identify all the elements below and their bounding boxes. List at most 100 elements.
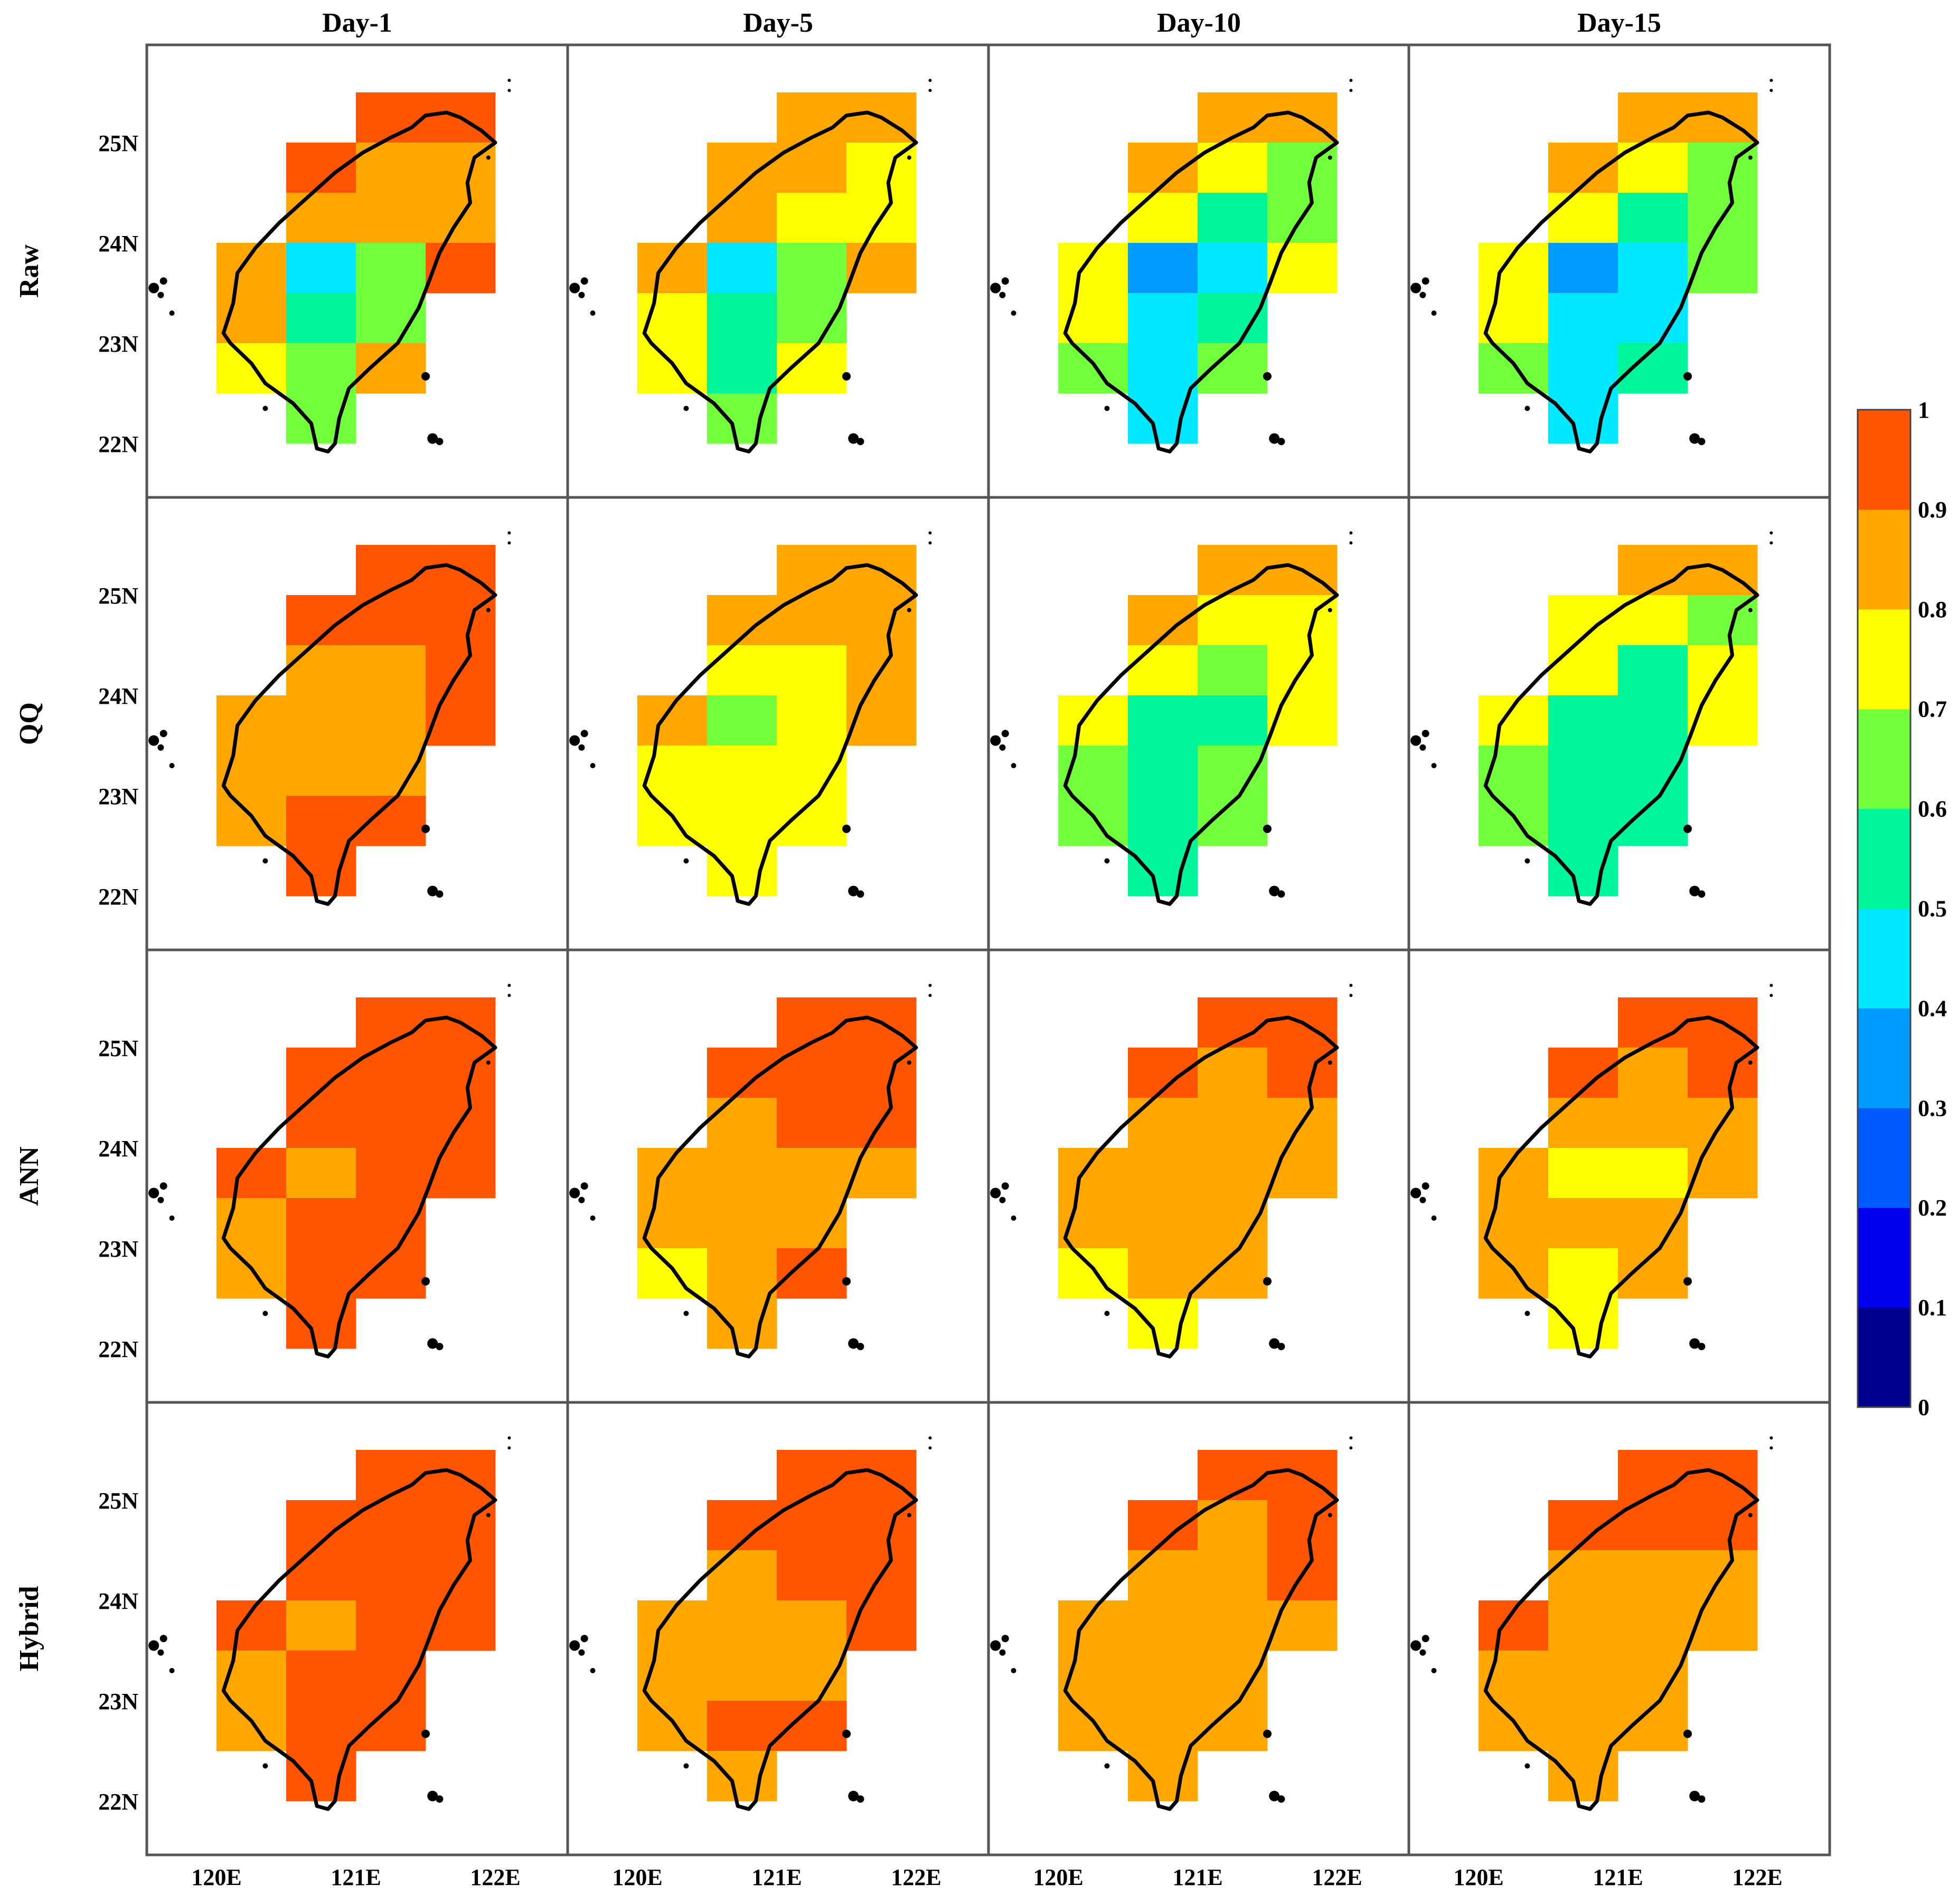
islet-marker [1689,433,1700,444]
grid-cell [1128,796,1198,846]
islet-marker [1328,1060,1332,1065]
lat-tick-label: 24N [98,1588,138,1614]
grid-cell [1688,1148,1758,1199]
islet-marker [569,1187,580,1199]
grid-cell [1198,1198,1268,1249]
grid-cell [1128,1248,1198,1299]
islet-marker [928,89,932,92]
lon-tick-label: 121E [1593,1864,1643,1890]
islet-marker [1349,1436,1353,1440]
islet-marker [999,291,1006,298]
grid-cell [1128,1098,1198,1148]
grid-cell [1618,1651,1688,1701]
colorbar-segment [1858,410,1910,510]
islet-marker [848,1790,859,1802]
row-label: ANN [14,1146,44,1206]
islet-marker [148,1187,159,1199]
islet-marker [157,291,164,298]
grid-cell [707,1148,777,1199]
grid-cell [1267,243,1338,294]
islet-marker [1419,291,1426,298]
grid-cell [777,695,847,746]
grid-cell [1548,796,1618,846]
islet-marker [1748,1513,1753,1517]
islet-marker [169,1668,175,1673]
islet-marker [427,1338,438,1349]
islet-marker [427,433,438,444]
taiwan-coastline [642,563,918,906]
taiwan-coastline [1063,563,1339,906]
grid-cell [286,1198,356,1249]
colorbar-tick-label: 0.9 [1918,497,1947,523]
islet-marker [1689,1338,1700,1349]
grid-cell [1618,1600,1688,1651]
islet-marker [1431,310,1437,316]
islet-marker [1769,1436,1773,1440]
grid-cell [286,796,356,846]
map-panel [566,496,990,951]
grid-cell [777,293,847,344]
colorbar-tick-label: 0.5 [1918,896,1947,922]
islet-marker [159,730,167,738]
islet-marker [427,1790,438,1802]
islet-marker [1269,433,1280,444]
grid-cell [707,746,777,796]
grid-cell [286,243,356,294]
islet-marker [436,890,444,898]
islet-marker [1422,730,1429,738]
grid-cell [1128,193,1198,243]
islet-marker [486,1513,491,1517]
islet-marker [1431,1215,1437,1221]
grid-cell [1618,746,1688,796]
map-panel [566,43,990,499]
islet-marker [1011,763,1016,768]
grid-cell [1058,796,1128,846]
colorbar-segment [1858,509,1910,610]
islet-marker [1263,1277,1272,1286]
islet-marker [569,1640,580,1651]
grid-cell [1479,1701,1549,1751]
islet-marker [1328,1513,1332,1517]
islet-marker [1689,885,1700,897]
map-panel [145,43,569,499]
column-title: Day-1 [322,8,392,38]
islet-marker [1001,730,1009,738]
islet-marker [1349,984,1353,987]
islet-marker [486,1060,491,1065]
grid-cell [707,293,777,344]
grid-cell [1198,1148,1268,1199]
grid-cell [846,243,917,294]
islet-marker [590,1215,596,1221]
grid-cell [707,796,777,846]
grid-cell [1198,545,1268,596]
islet-marker [590,1668,596,1673]
grid-cell [1548,695,1618,746]
islet-marker [262,1763,268,1769]
lat-tick-label: 22N [98,884,138,910]
grid-cell [1128,243,1198,294]
islet-marker [486,608,491,612]
grid-cell [1128,1600,1198,1651]
islet-marker [1748,155,1753,160]
islet-marker [148,282,159,294]
islet-marker [159,1635,167,1643]
taiwan-coastline [1483,1015,1759,1359]
map-panel [1407,43,1831,499]
islet-marker [421,824,430,833]
islet-marker [262,406,268,411]
map-panel [987,948,1411,1404]
islet-marker [1410,735,1422,746]
islet-marker [1683,372,1692,381]
lon-tick-label: 122E [1312,1864,1362,1890]
grid-cell [846,695,917,746]
grid-cell [1198,997,1268,1048]
grid-cell [1128,746,1198,796]
colorbar-segment [1858,808,1910,909]
grid-cell [707,193,777,243]
islet-marker [580,277,588,285]
islet-marker [1524,1763,1530,1769]
islet-marker [436,438,444,446]
grid-cell [1198,193,1268,243]
grid-cell [356,1450,426,1501]
grid-cell [777,1550,847,1601]
